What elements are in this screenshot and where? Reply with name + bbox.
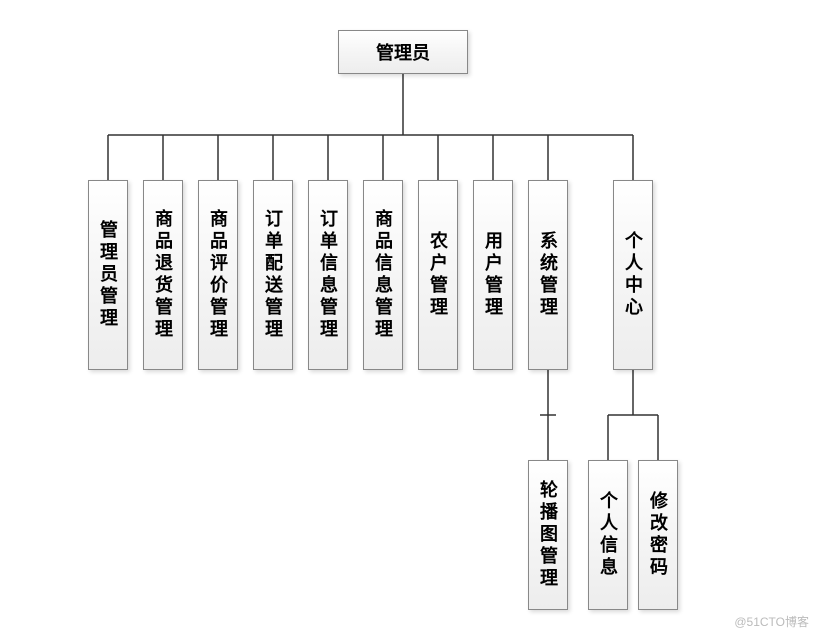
root-node-admin: 管理员 — [338, 30, 468, 74]
node-admin-mgmt: 管理员管理 — [88, 180, 128, 370]
node-returns-mgmt: 商品退货管理 — [143, 180, 183, 370]
node-label: 轮播图管理 — [535, 480, 561, 590]
node-label: 个人中心 — [620, 231, 646, 319]
node-review-mgmt: 商品评价管理 — [198, 180, 238, 370]
node-label: 农户管理 — [425, 231, 451, 319]
node-product-info: 商品信息管理 — [363, 180, 403, 370]
node-personal-center: 个人中心 — [613, 180, 653, 370]
node-change-password: 修改密码 — [638, 460, 678, 610]
node-label: 系统管理 — [535, 231, 561, 319]
node-label: 修改密码 — [645, 491, 671, 579]
node-label: 个人信息 — [595, 491, 621, 579]
node-personal-info: 个人信息 — [588, 460, 628, 610]
node-system-mgmt: 系统管理 — [528, 180, 568, 370]
node-label: 订单配送管理 — [260, 209, 286, 341]
node-label: 商品退货管理 — [150, 209, 176, 341]
root-label: 管理员 — [376, 39, 430, 65]
node-order-info: 订单信息管理 — [308, 180, 348, 370]
node-label: 用户管理 — [480, 231, 506, 319]
node-delivery-mgmt: 订单配送管理 — [253, 180, 293, 370]
node-farmer-mgmt: 农户管理 — [418, 180, 458, 370]
node-label: 商品信息管理 — [370, 209, 396, 341]
node-label: 管理员管理 — [95, 220, 121, 330]
node-user-mgmt: 用户管理 — [473, 180, 513, 370]
node-label: 商品评价管理 — [205, 209, 231, 341]
watermark-text: @51CTO博客 — [734, 613, 809, 630]
node-carousel-mgmt: 轮播图管理 — [528, 460, 568, 610]
node-label: 订单信息管理 — [315, 209, 341, 341]
